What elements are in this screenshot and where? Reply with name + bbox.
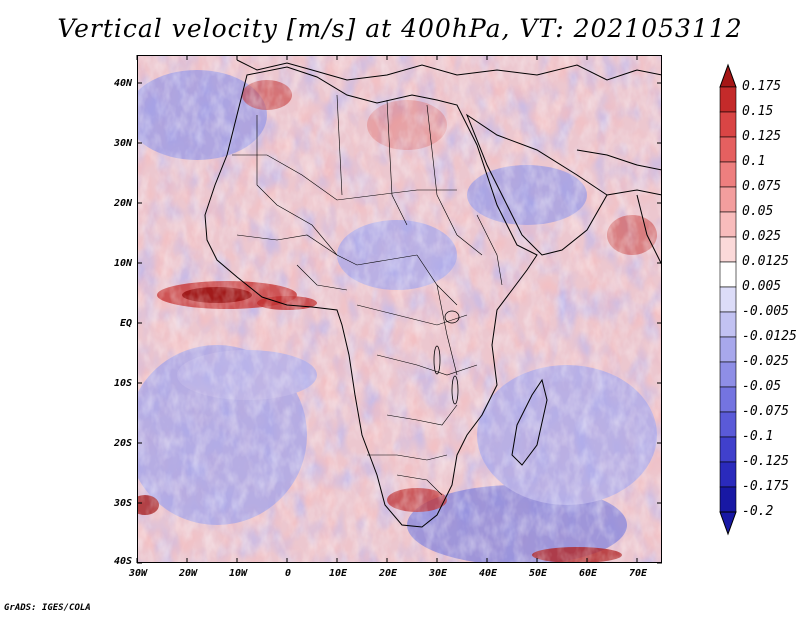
colorbar-cell	[719, 161, 737, 188]
lon-label-10w: 10W	[228, 568, 248, 579]
lat-label-20n: 20N	[113, 198, 132, 209]
colorbar-label: -0.0125	[742, 329, 797, 344]
colorbar-label: 0.0125	[742, 254, 789, 269]
lat-label-40n: 40N	[113, 78, 132, 89]
colorbar-cell	[719, 386, 737, 413]
country-borders	[232, 94, 503, 496]
colorbar-cell	[719, 436, 737, 463]
colorbar-cell	[719, 136, 737, 163]
lon-label-20w: 20W	[178, 568, 198, 579]
colorbar-cell	[719, 311, 737, 338]
colorbar-cell	[719, 336, 737, 363]
colorbar-cell	[719, 411, 737, 438]
vertical-velocity-map	[137, 55, 662, 563]
lat-label-eq: EQ	[119, 318, 132, 329]
grads-credit: GrADS: IGES/COLA	[4, 603, 91, 613]
colorbar-cell	[719, 361, 737, 388]
lat-label-40s: 40S	[113, 556, 132, 567]
colorbar-label: 0.175	[742, 79, 782, 94]
map-title: Vertical velocity [m/s] at 400hPa, VT: 2…	[57, 14, 743, 43]
lon-label-0: 0	[284, 568, 292, 579]
colorbar-cell	[719, 86, 737, 113]
colorbar-cell	[719, 486, 737, 513]
coastlines	[204, 59, 662, 528]
colorbar-label: -0.175	[742, 479, 789, 494]
lat-label-10s: 10S	[113, 378, 132, 389]
colorbar-label: -0.125	[742, 454, 789, 469]
colorbar-label: 0.075	[742, 179, 782, 194]
colorbar-label: 0.025	[742, 229, 782, 244]
colorbar-cell	[719, 461, 737, 488]
lat-label-10n: 10N	[113, 258, 132, 269]
colorbar-cell	[719, 186, 737, 213]
colorbar-label: 0.15	[742, 104, 774, 119]
colorbar-max-arrow	[719, 63, 737, 88]
colorbar-label: -0.025	[742, 354, 789, 369]
lon-label-30w: 30W	[128, 568, 148, 579]
colorbar-cell	[719, 286, 737, 313]
colorbar-label: -0.1	[742, 429, 774, 444]
colorbar-label: 0.1	[742, 154, 766, 169]
lon-label-30e: 30E	[428, 568, 448, 579]
lakes	[433, 310, 460, 405]
lat-label-30n: 30N	[113, 138, 132, 149]
lon-label-70e: 70E	[628, 568, 648, 579]
colorbar-cell	[719, 261, 737, 288]
lat-label-20s: 20S	[113, 438, 132, 449]
lon-label-40e: 40E	[478, 568, 498, 579]
lon-label-20e: 20E	[378, 568, 398, 579]
lon-label-10e: 10E	[328, 568, 348, 579]
colorbar-min-arrow	[719, 511, 737, 536]
map-panel	[137, 55, 662, 563]
colorbar-label: -0.005	[742, 304, 789, 319]
colorbar-cell	[719, 111, 737, 138]
colorbar	[719, 63, 737, 536]
colorbar-label: -0.05	[742, 379, 782, 394]
lat-label-30s: 30S	[113, 498, 132, 509]
colorbar-label: 0.125	[742, 129, 782, 144]
lon-label-50e: 50E	[528, 568, 548, 579]
colorbar-label: 0.05	[742, 204, 774, 219]
colorbar-label: 0.005	[742, 279, 782, 294]
lon-label-60e: 60E	[578, 568, 598, 579]
colorbar-label: -0.075	[742, 404, 789, 419]
colorbar-label: -0.2	[742, 504, 774, 519]
colorbar-cell	[719, 211, 737, 238]
colorbar-cell	[719, 236, 737, 263]
